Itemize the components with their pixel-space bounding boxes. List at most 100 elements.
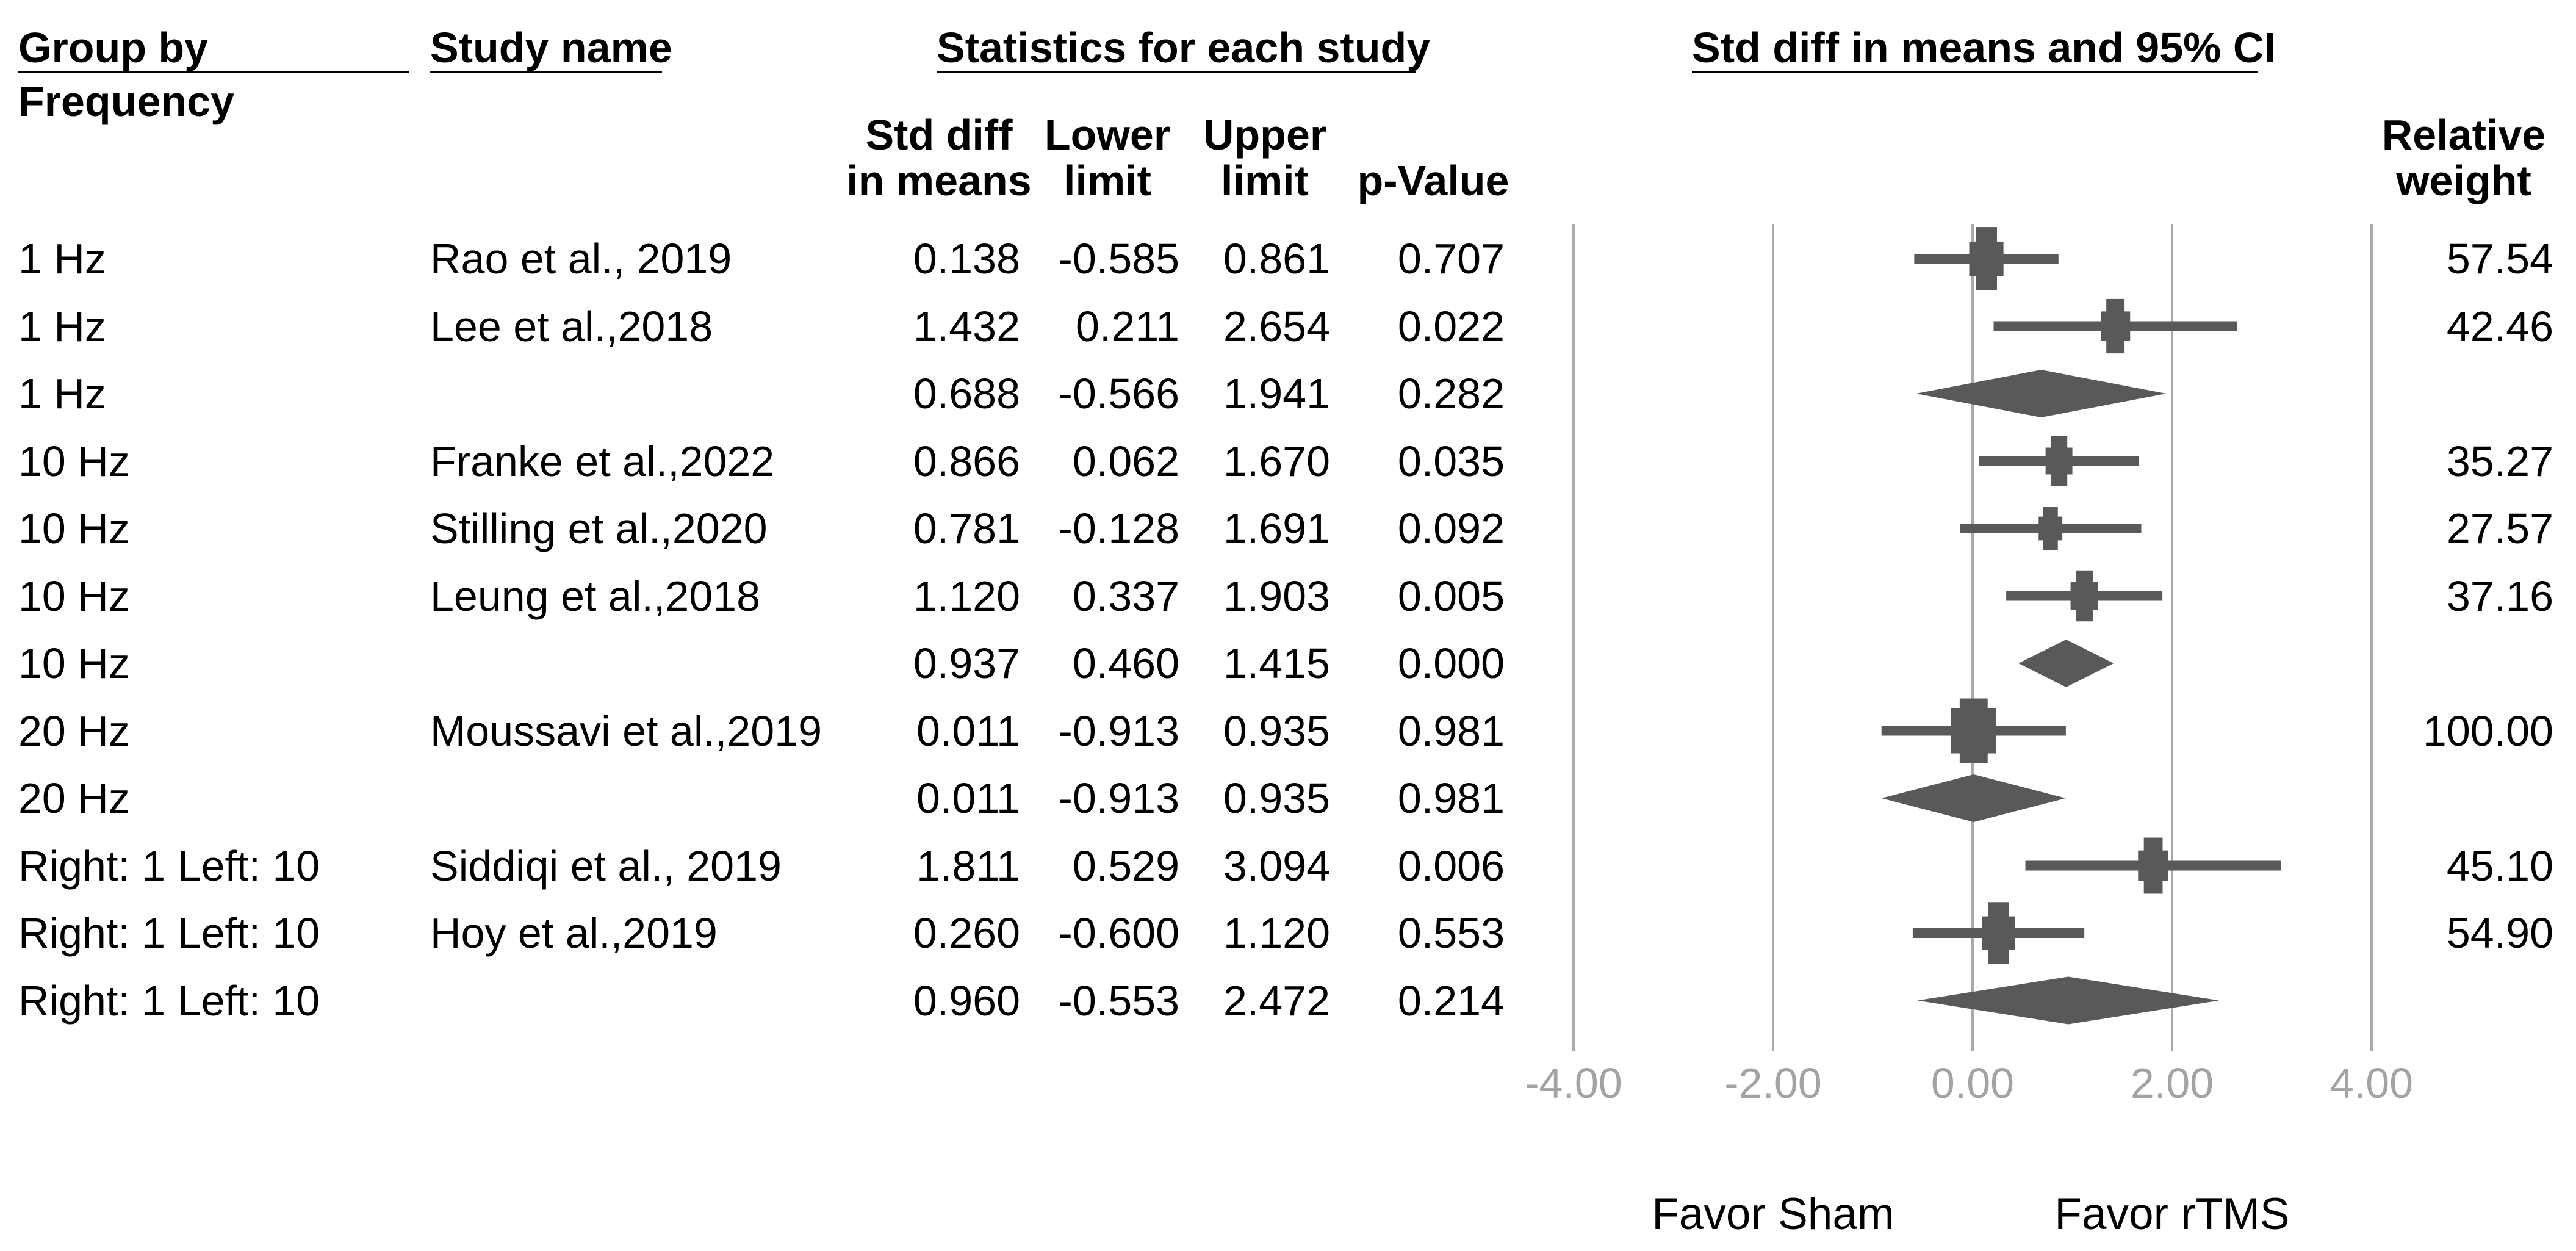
row-group-label: 20 Hz [18, 774, 130, 822]
gridline [1572, 224, 1575, 1051]
gridline [1971, 224, 1974, 1051]
row-p-value: 0.022 [1397, 303, 1505, 350]
row-std-diff: 0.781 [913, 505, 1020, 552]
favor-rtms-label: Favor rTMS [2054, 1189, 2290, 1239]
row-lower: -0.553 [1058, 977, 1179, 1025]
effect-square [2101, 311, 2131, 341]
row-weight: 100.00 [2422, 707, 2553, 755]
row-std-diff: 0.866 [913, 438, 1020, 485]
row-lower: -0.566 [1058, 370, 1179, 417]
row-std-diff: 0.011 [916, 707, 1020, 755]
row-p-value: 0.005 [1397, 572, 1505, 620]
pvalue-header: p-Value [1357, 157, 1509, 204]
row-p-value: 0.006 [1397, 842, 1505, 890]
lower-header-line1: Lower [1044, 111, 1171, 159]
row-study-name: Hoy et al.,2019 [430, 909, 718, 957]
row-upper: 1.691 [1223, 505, 1330, 552]
row-std-diff: 0.011 [916, 774, 1020, 822]
gridline [2171, 224, 2173, 1051]
axis-tick-label: 0.00 [1930, 1059, 2015, 1107]
row-p-value: 0.282 [1397, 370, 1505, 417]
effect-square [2038, 516, 2063, 541]
row-study-name: Lee et al.,2018 [430, 303, 713, 350]
row-std-diff: 0.937 [913, 640, 1020, 687]
row-upper: 2.654 [1223, 303, 1330, 350]
stddiff-header-line2: in means [846, 157, 1032, 204]
row-group-label: 1 Hz [18, 303, 106, 350]
gridline [2370, 224, 2373, 1051]
row-lower: 0.337 [1072, 572, 1179, 620]
row-p-value: 0.981 [1397, 707, 1505, 755]
upper-header-line1: Upper [1203, 111, 1327, 159]
axis-tick-label: -2.00 [1724, 1059, 1822, 1107]
row-weight: 57.54 [2446, 235, 2553, 283]
row-p-value: 0.092 [1397, 505, 1505, 552]
group-by-header: Group by [18, 24, 209, 71]
row-weight: 45.10 [2446, 842, 2553, 890]
row-std-diff: 1.811 [916, 842, 1020, 890]
row-std-diff: 1.120 [913, 572, 1020, 620]
row-lower: 0.529 [1072, 842, 1179, 890]
summary-diamond [1916, 370, 2167, 417]
row-p-value: 0.707 [1397, 235, 1505, 283]
row-weight: 27.57 [2446, 505, 2553, 552]
row-weight: 37.16 [2446, 572, 2553, 620]
row-p-value: 0.214 [1397, 977, 1505, 1025]
row-group-label: 20 Hz [18, 707, 130, 755]
row-p-value: 0.981 [1397, 774, 1505, 822]
row-upper: 1.941 [1223, 370, 1330, 417]
study-name-header: Study name [430, 24, 672, 71]
row-lower: 0.062 [1072, 438, 1179, 485]
row-lower: -0.913 [1058, 774, 1179, 822]
row-p-value: 0.000 [1397, 640, 1505, 687]
row-lower: 0.460 [1072, 640, 1179, 687]
row-study-name: Siddiqi et al., 2019 [430, 842, 782, 890]
summary-diamond [1881, 774, 2066, 822]
row-lower: 0.211 [1076, 303, 1179, 350]
plot-header: Std diff in means and 95% CI [1692, 24, 2276, 71]
summary-diamond [2018, 640, 2114, 687]
favor-sham-label: Favor Sham [1652, 1189, 1894, 1239]
row-upper: 0.935 [1223, 707, 1330, 755]
row-group-label: 10 Hz [18, 572, 130, 620]
row-study-name: Stilling et al.,2020 [430, 505, 768, 552]
effect-square [1969, 241, 2004, 276]
axis-tick-label: 2.00 [2130, 1059, 2214, 1107]
statistics-header: Statistics for each study [937, 24, 1431, 71]
row-group-label: Right: 1 Left: 10 [18, 842, 320, 890]
row-std-diff: 0.960 [913, 977, 1020, 1025]
row-p-value: 0.035 [1397, 438, 1505, 485]
row-p-value: 0.553 [1397, 909, 1505, 957]
relative-weight-header-line2: weight [2396, 157, 2531, 204]
row-upper: 1.415 [1223, 640, 1330, 687]
row-weight: 35.27 [2446, 438, 2553, 485]
row-upper: 1.120 [1223, 909, 1330, 957]
relative-weight-header-line1: Relative [2381, 111, 2546, 159]
row-lower: -0.585 [1058, 235, 1179, 283]
plot-underline [1692, 71, 2258, 73]
upper-header-line2: limit [1221, 157, 1309, 204]
row-group-label: 10 Hz [18, 640, 130, 687]
row-group-label: Right: 1 Left: 10 [18, 909, 320, 957]
effect-square [2138, 850, 2168, 881]
study-name-underline [430, 71, 662, 73]
row-group-label: 1 Hz [18, 235, 106, 283]
row-lower: -0.600 [1058, 909, 1179, 957]
lower-header-line2: limit [1063, 157, 1151, 204]
effect-square [2045, 447, 2073, 475]
row-std-diff: 1.432 [913, 303, 1020, 350]
row-weight: 42.46 [2446, 303, 2553, 350]
group-by-underline [18, 71, 409, 73]
stddiff-header-line1: Std diff [865, 111, 1013, 159]
row-upper: 2.472 [1223, 977, 1330, 1025]
effect-square [1951, 708, 1996, 754]
row-group-label: 1 Hz [18, 370, 106, 417]
row-std-diff: 0.260 [913, 909, 1020, 957]
effect-square [2070, 582, 2098, 610]
row-group-label: Right: 1 Left: 10 [18, 977, 320, 1025]
row-std-diff: 0.688 [913, 370, 1020, 417]
group-by-header-line2: Frequency [18, 78, 234, 125]
row-upper: 1.903 [1223, 572, 1330, 620]
row-study-name: Rao et al., 2019 [430, 235, 732, 283]
